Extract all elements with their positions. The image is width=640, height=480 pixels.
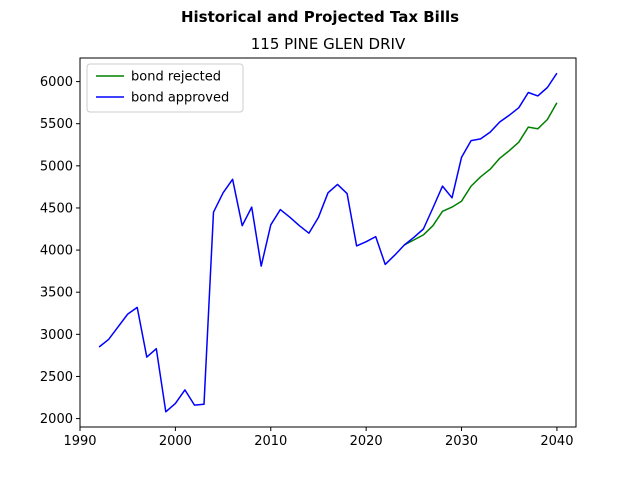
y-tick-label: 4000 bbox=[40, 244, 73, 259]
y-tick-label: 6000 bbox=[40, 75, 73, 90]
y-tick-label: 5000 bbox=[40, 159, 73, 174]
x-axis: 1990 2000 2010 2020 2030 2040 bbox=[63, 427, 573, 449]
y-axis: 2000 2500 3000 3500 4000 4500 5000 5500 6000 bbox=[40, 75, 80, 427]
y-tick-label: 4500 bbox=[40, 201, 73, 216]
plot-area: 1990 2000 2010 2020 2030 2040 2000 2500 3000 350… bbox=[40, 57, 577, 449]
y-tick-label: 2500 bbox=[40, 370, 73, 385]
series-layer bbox=[98, 72, 558, 413]
legend-label-bond-approved: bond approved bbox=[131, 91, 229, 106]
legend-label-bond-rejected: bond rejected bbox=[131, 70, 221, 85]
x-tick-label: 2010 bbox=[254, 434, 287, 449]
y-tick-label: 5500 bbox=[40, 117, 73, 132]
series-line-bond-rejected bbox=[403, 102, 558, 246]
chart-suptitle: Historical and Projected Tax Bills bbox=[181, 8, 459, 26]
axes-frame bbox=[79, 57, 577, 428]
series-line-bond-approved bbox=[98, 72, 558, 413]
x-tick-label: 2020 bbox=[350, 434, 383, 449]
y-tick-label: 3000 bbox=[40, 328, 73, 343]
y-tick-label: 2000 bbox=[40, 412, 73, 427]
legend: bond rejected bond approved bbox=[86, 63, 244, 113]
x-tick-label: 2000 bbox=[159, 434, 192, 449]
x-tick-label: 2030 bbox=[445, 434, 478, 449]
x-tick-label: 1990 bbox=[63, 434, 96, 449]
x-tick-label: 2040 bbox=[540, 434, 573, 449]
y-tick-label: 3500 bbox=[40, 286, 73, 301]
chart-title: 115 PINE GLEN DRIV bbox=[251, 35, 406, 53]
legend-frame bbox=[86, 63, 244, 113]
